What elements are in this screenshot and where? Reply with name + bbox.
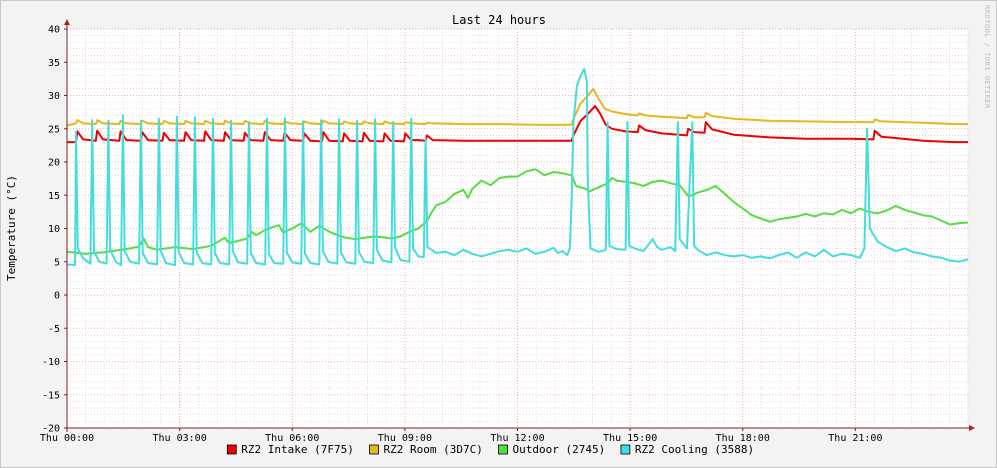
y-tick-label: 40	[48, 25, 60, 36]
legend-swatch-2	[498, 444, 508, 455]
series-line-1	[66, 87, 968, 127]
y-tick-label: -10	[42, 357, 60, 368]
y-tick-label: -15	[42, 390, 60, 401]
series-lines	[66, 67, 969, 267]
y-tick-label: 15	[48, 191, 60, 202]
grid	[66, 28, 969, 429]
x-tick-label: Thu 18:00	[716, 433, 770, 444]
y-tick-label: 0	[54, 291, 60, 302]
y-tick-label: 35	[48, 58, 60, 69]
y-tick-label: 5	[54, 257, 60, 268]
series-line-3	[66, 67, 969, 267]
y-axis-arrow	[64, 19, 70, 25]
x-tick-label: Thu 06:00	[265, 433, 319, 444]
y-tick-label: -5	[48, 324, 60, 335]
series-line-2	[66, 168, 969, 255]
legend-label-2: Outdoor (2745)	[513, 443, 606, 456]
x-tick-label: Thu 12:00	[490, 433, 544, 444]
legend-swatch-0	[226, 444, 237, 455]
legend-label-3: RZ2 Cooling (3588)	[635, 443, 754, 456]
legend: RZ2 Intake (7F75) RZ2 Room (3D7C) Outdoor …	[226, 443, 754, 456]
legend-swatch-1	[369, 444, 379, 455]
x-tick-label: Thu 21:00	[828, 433, 882, 444]
watermark-text: RRDTOOL / TOBI OETIKER	[983, 5, 991, 109]
x-tick-label: Thu 03:00	[153, 433, 207, 444]
x-tick-label: Thu 00:00	[40, 433, 94, 444]
x-tick-label: Thu 15:00	[603, 433, 657, 444]
chart-title: Last 24 hours	[452, 13, 546, 27]
x-axis-arrow	[969, 425, 975, 431]
y-tick-label: 30	[48, 91, 60, 102]
y-tick-label: 25	[48, 124, 60, 135]
legend-label-1: RZ2 Room (3D7C)	[384, 443, 483, 456]
legend-label-0: RZ2 Intake (7F75)	[241, 443, 354, 456]
y-axis-label: Temperature (°C)	[5, 175, 18, 281]
series-line-0	[67, 105, 968, 144]
y-tick-label: 20	[48, 158, 60, 169]
legend-swatch-3	[620, 444, 631, 455]
y-tick-label: 10	[48, 224, 60, 235]
y-tick-label: -20	[42, 424, 60, 435]
x-tick-label: Thu 09:00	[378, 433, 432, 444]
